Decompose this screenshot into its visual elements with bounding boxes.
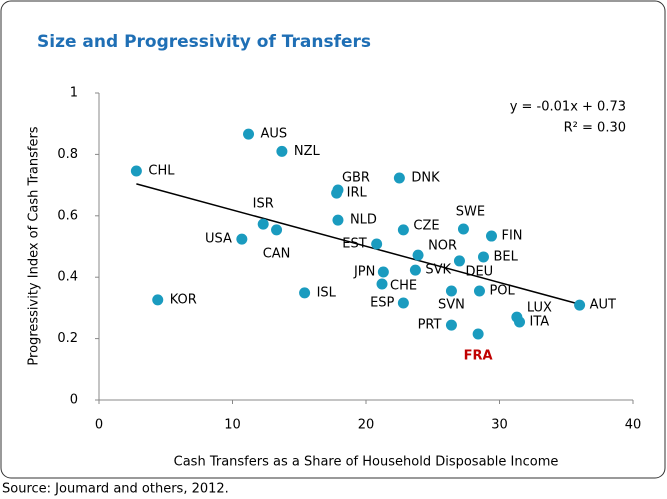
point-label: FIN xyxy=(501,229,522,244)
point xyxy=(332,214,344,226)
point xyxy=(257,218,269,230)
y-tick-label: 0.8 xyxy=(57,147,78,162)
point-label: SVK xyxy=(425,263,451,278)
x-tick-label: 20 xyxy=(358,418,375,433)
x-axis-label: Cash Transfers as a Share of Household D… xyxy=(174,455,559,470)
point-label: ITA xyxy=(530,315,550,330)
chart-title: Size and Progressivity of Transfers xyxy=(37,32,371,52)
point-label: CAN xyxy=(263,246,291,261)
source: Source: Joumard and others, 2012. xyxy=(2,482,229,497)
point-label: CZE xyxy=(413,218,439,233)
point xyxy=(477,251,489,263)
point-label: NLD xyxy=(350,213,377,228)
point-label: USA xyxy=(205,232,232,247)
point-label: CHE xyxy=(390,278,417,293)
point-label: LUX xyxy=(527,301,552,316)
point xyxy=(236,233,248,245)
point xyxy=(485,230,497,242)
point-label: AUT xyxy=(590,298,616,313)
point-label: CHL xyxy=(148,163,175,178)
point xyxy=(243,128,255,140)
point xyxy=(397,224,409,236)
point-label: BEL xyxy=(493,249,518,264)
y-tick-label: 0.6 xyxy=(57,208,78,223)
point xyxy=(376,278,388,290)
y-tick-label: 0 xyxy=(70,393,78,408)
point xyxy=(445,285,457,297)
point xyxy=(371,238,383,250)
point-label: ESP xyxy=(370,295,394,310)
point-label: PRT xyxy=(418,318,442,333)
point xyxy=(152,294,164,306)
point xyxy=(299,287,311,299)
point-label: KOR xyxy=(170,292,197,307)
point xyxy=(331,187,343,199)
trendline xyxy=(136,183,579,305)
point-label: DNK xyxy=(411,171,440,186)
point-label: SVN xyxy=(438,298,465,313)
point-label: FRA xyxy=(464,348,493,363)
y-tick-label: 0.2 xyxy=(57,331,78,346)
y-tick-label: 1 xyxy=(70,86,78,101)
x-tick-label: 10 xyxy=(224,418,241,433)
point xyxy=(393,172,405,184)
point xyxy=(457,223,469,235)
point xyxy=(473,285,485,297)
point-label: IRL xyxy=(347,186,368,201)
y-axis-label: Progressivity Index of Cash Transfers xyxy=(27,126,42,365)
point-label: ISR xyxy=(253,197,274,212)
point xyxy=(276,145,288,157)
x-tick-label: 40 xyxy=(625,418,642,433)
x-tick-label: 0 xyxy=(95,418,103,433)
point-label: ISL xyxy=(317,285,337,300)
point xyxy=(130,165,142,177)
point xyxy=(377,266,389,278)
equation: y = -0.01x + 0.73 xyxy=(510,100,626,115)
x-tick-label: 30 xyxy=(491,418,508,433)
y-tick-label: 0.4 xyxy=(57,270,78,285)
point-label: EST xyxy=(342,237,366,252)
frame xyxy=(0,0,666,479)
point xyxy=(412,249,424,261)
point-label: AUS xyxy=(261,127,288,142)
point-label: NOR xyxy=(428,239,457,254)
point-label: JPN xyxy=(353,264,375,279)
point-label: GBR xyxy=(342,171,370,186)
point xyxy=(409,264,421,276)
point-label: DEU xyxy=(465,264,493,279)
point xyxy=(472,328,484,340)
point xyxy=(397,297,409,309)
r-squared: R² = 0.30 xyxy=(564,121,626,136)
point xyxy=(514,316,526,328)
point xyxy=(445,319,457,331)
point-label: SWE xyxy=(456,205,485,220)
point-label: NZL xyxy=(294,144,321,159)
point-label: POL xyxy=(489,284,515,299)
point xyxy=(271,224,283,236)
point xyxy=(453,255,465,267)
point xyxy=(574,299,586,311)
